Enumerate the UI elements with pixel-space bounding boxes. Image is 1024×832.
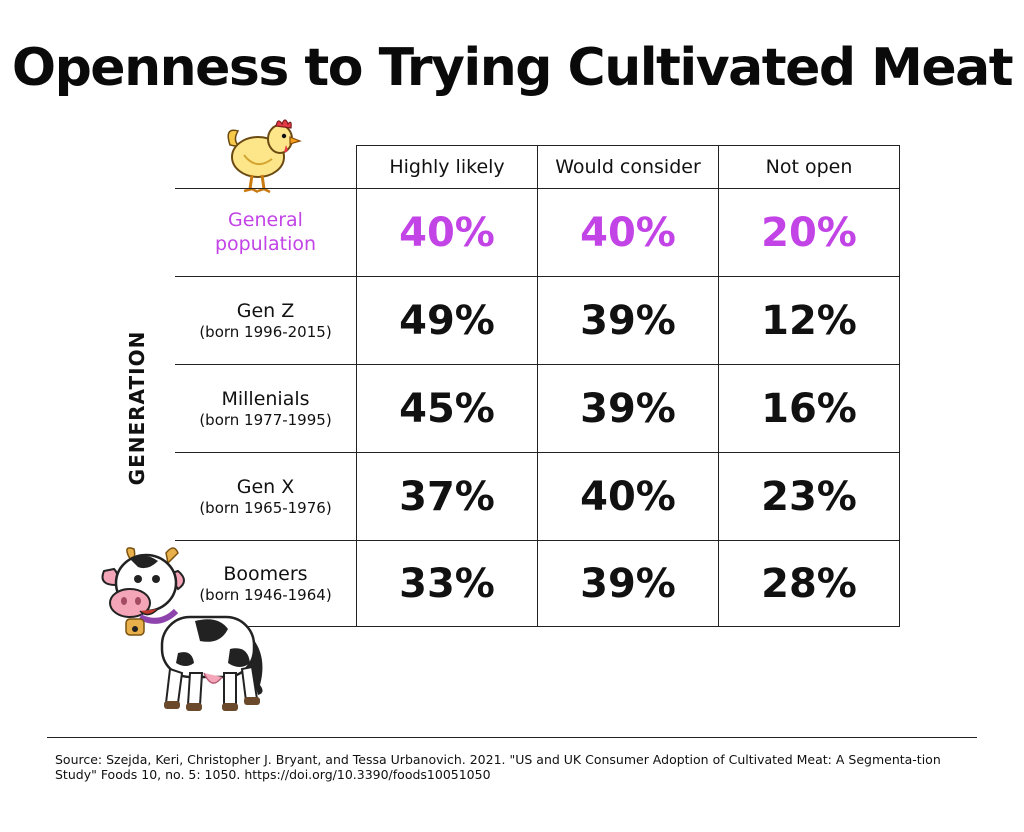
table-cell: 23%: [718, 452, 900, 540]
table-cell: 20%: [718, 188, 900, 276]
source-citation: Source: Szejda, Keri, Christopher J. Bry…: [55, 752, 941, 782]
table-cell: 39%: [537, 276, 718, 364]
table-cell: 39%: [537, 540, 718, 627]
row-label-boomers: Boomers (born 1946-1964): [175, 540, 356, 627]
table-cell: 16%: [718, 364, 900, 452]
row-label-gen-x: Gen X (born 1965-1976): [175, 452, 356, 540]
table-cell: 40%: [537, 452, 718, 540]
column-header-highly-likely: Highly likely: [356, 145, 537, 188]
chart-title: Openness to Trying Cultivated Meat: [11, 38, 1014, 98]
table-cell: 45%: [356, 364, 537, 452]
column-header-not-open: Not open: [718, 145, 900, 188]
cow-illustration-icon: [101, 547, 263, 711]
column-header-would-consider: Would consider: [537, 145, 718, 188]
row-label-general-population: General population: [175, 188, 356, 276]
table-cell: 49%: [356, 276, 537, 364]
table-cell: 33%: [356, 540, 537, 627]
table-cell: 39%: [537, 364, 718, 452]
row-label-millenials: Millenials (born 1977-1995): [175, 364, 356, 452]
table-cell: 28%: [718, 540, 900, 627]
table-cell: 40%: [537, 188, 718, 276]
row-axis-label: GENERATION: [125, 330, 149, 486]
chicken-illustration-icon: [227, 119, 302, 194]
table-cell: 12%: [718, 276, 900, 364]
table-cell: 37%: [356, 452, 537, 540]
row-label-gen-z: Gen Z (born 1996-2015): [175, 276, 356, 364]
table-corner: [175, 145, 356, 188]
data-table: Highly likely Would consider Not open Ge…: [175, 145, 900, 627]
divider-line: [47, 737, 977, 738]
table-cell: 40%: [356, 188, 537, 276]
